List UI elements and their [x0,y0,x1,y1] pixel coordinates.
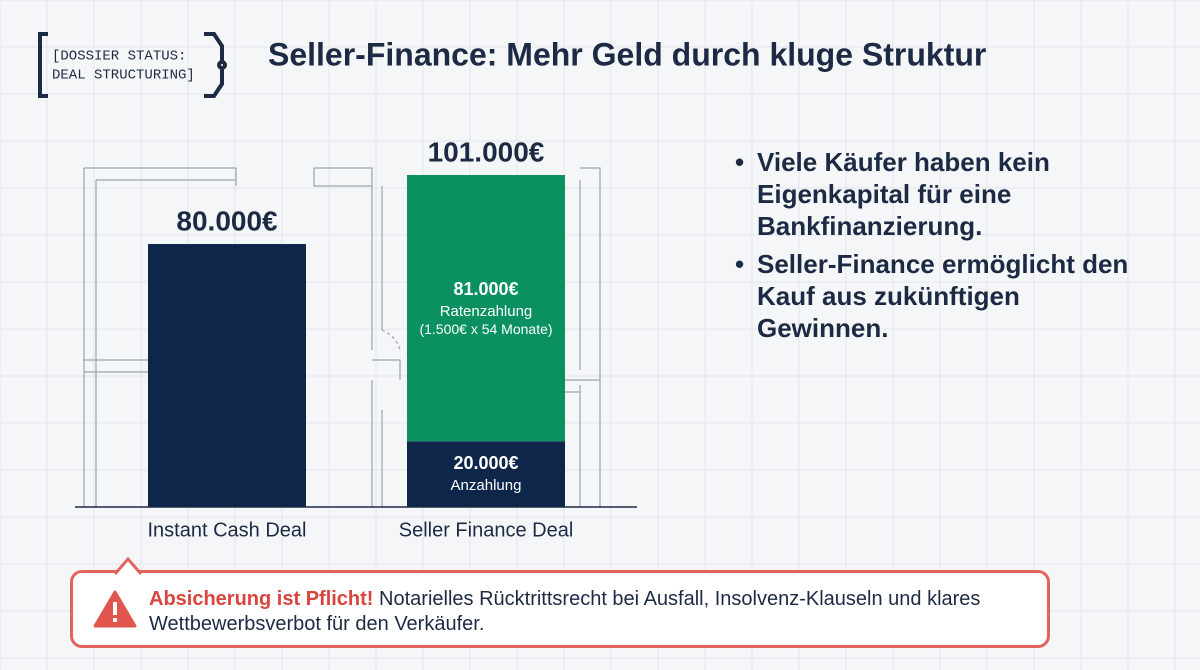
bullet: Seller-Finance ermöglicht den Kauf aus z… [735,248,1135,344]
title: Seller-Finance: Mehr Geld durch kluge St… [268,36,986,72]
callout-text: Absicherung ist Pflicht! Notarielles Rüc… [149,587,1029,637]
bar-segment [407,175,565,442]
total-label: 80.000€ [176,205,278,236]
segment-label: Anzahlung [451,477,522,494]
floor-plan [83,167,601,507]
total-label: 101.000€ [428,136,545,167]
callout-emphasis: Absicherung ist Pflicht! [149,588,374,610]
callout-body: Notarielles Rücktrittsrecht bei Ausfall,… [149,588,981,635]
bar-segment [148,244,306,507]
chart: 80.000€ Instant Cash Deal 20.000€ Anzahlung… [148,136,574,541]
bullet-list: Viele Käufer haben kein Eigenkapital für… [735,146,1135,350]
badge-line: [DOSSIER STATUS: [52,49,186,65]
badge-dot [217,60,227,70]
bracket-left [38,32,48,98]
badge [38,32,227,98]
callout: Absicherung ist Pflicht! Notarielles Rüc… [70,556,1050,648]
x-tick-label: Seller Finance Deal [399,519,574,541]
segment-note: (1.500€ x 54 Monate) [419,321,552,337]
segment-value-label: 81.000€ [453,279,518,299]
bullet: Viele Käufer haben kein Eigenkapital für… [735,146,1135,242]
callout-pointer [113,556,143,575]
bar-segment [407,441,565,507]
x-tick-label: Instant Cash Deal [148,519,307,541]
badge-line: DEAL STRUCTURING] [52,68,195,84]
warning-icon [93,590,137,628]
segment-label: Ratenzahlung [440,303,533,320]
segment-value-label: 20.000€ [453,453,518,473]
